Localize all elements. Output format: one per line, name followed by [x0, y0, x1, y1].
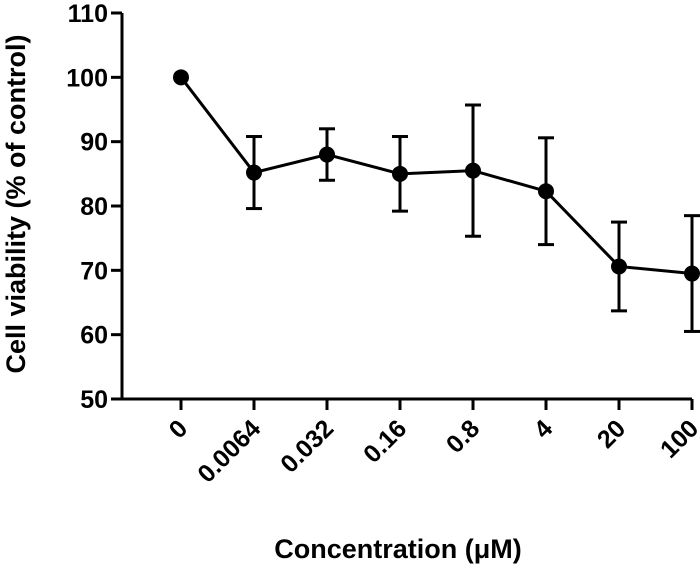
data-point	[465, 162, 481, 179]
y-tick-label: 80	[80, 193, 108, 221]
y-tick-label: 60	[80, 322, 108, 350]
x-tick-label: 0.8	[441, 414, 485, 458]
y-axis: 50 60 70 80 90 100 110	[66, 0, 124, 414]
y-tick-label: 50	[80, 386, 108, 414]
y-tick-label: 90	[80, 129, 108, 157]
data-point	[611, 258, 627, 275]
y-tick-label: 100	[66, 64, 108, 92]
data-point	[684, 265, 700, 282]
y-tick-label: 110	[68, 0, 108, 28]
x-axis: 0 0.0064 0.032 0.16 0.8 4 20 100	[122, 397, 700, 488]
x-tick-label: 0.16	[358, 414, 412, 468]
data-series	[173, 69, 700, 333]
x-tick-label: 100	[655, 414, 700, 463]
data-point	[173, 69, 189, 86]
y-tick-label: 70	[80, 257, 108, 285]
y-axis-title: Cell viability (% of control)	[1, 34, 31, 373]
x-tick-label: 0.0064	[192, 414, 266, 488]
x-tick-label: 0.032	[275, 414, 339, 478]
x-tick-label: 0	[164, 414, 194, 444]
data-point	[319, 146, 335, 163]
x-tick-label: 4	[529, 414, 559, 444]
x-tick-label: 20	[592, 414, 631, 453]
data-point	[538, 183, 554, 200]
data-point	[246, 164, 262, 181]
series-line	[179, 76, 693, 276]
x-axis-title: Concentration (μM)	[274, 534, 522, 564]
data-point	[392, 165, 408, 182]
